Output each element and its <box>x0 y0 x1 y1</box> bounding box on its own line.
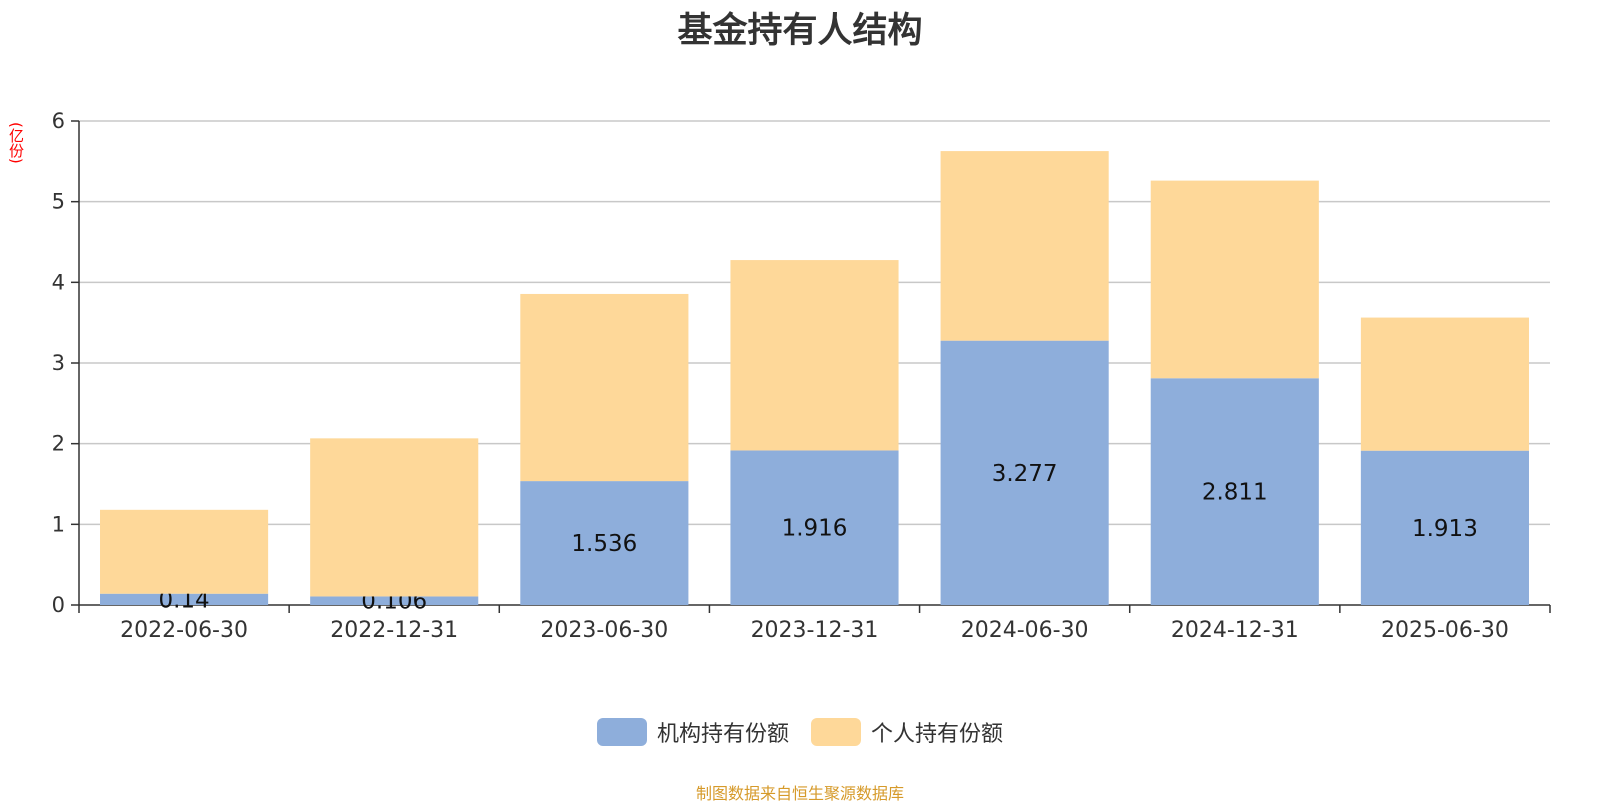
bar-value-label: 1.913 <box>1412 516 1478 542</box>
x-tick-label: 2022-06-30 <box>120 618 248 643</box>
legend-swatch-institutional <box>596 718 647 746</box>
y-tick-label: 3 <box>52 351 65 375</box>
y-axis-unit-label: (亿份) <box>7 122 25 164</box>
x-tick-label: 2025-06-30 <box>1381 618 1509 643</box>
legend-item-individual[interactable]: 个人持有份额 <box>811 716 1003 748</box>
legend-label-individual: 个人持有份额 <box>871 722 1004 747</box>
x-tick-label: 2022-12-31 <box>330 618 458 643</box>
bar-individual <box>1150 180 1319 379</box>
x-tick-label: 2024-12-31 <box>1171 618 1299 643</box>
bar-institutional <box>1360 450 1529 605</box>
bar-individual <box>1360 317 1529 451</box>
bar-individual <box>940 151 1109 341</box>
y-tick-label: 0 <box>52 593 65 617</box>
bar-institutional <box>100 593 269 605</box>
bar-individual <box>520 293 689 482</box>
bar-institutional <box>730 450 899 605</box>
chart-title: 基金持有人结构 <box>677 11 923 51</box>
x-tick-label: 2023-12-31 <box>751 618 879 643</box>
legend-swatch-individual <box>811 718 861 746</box>
x-tick-label: 2023-06-30 <box>540 618 668 643</box>
bar-institutional <box>310 596 479 605</box>
y-tick-label: 5 <box>52 190 65 214</box>
bar-individual <box>730 260 899 451</box>
y-tick-label: 1 <box>52 512 65 536</box>
legend-label-institutional: 机构持有份额 <box>656 722 789 747</box>
bar-value-label: 2.811 <box>1202 480 1268 506</box>
bar-value-label: 3.277 <box>992 461 1058 487</box>
bar-institutional <box>520 481 689 605</box>
y-tick-label: 6 <box>52 109 65 133</box>
bar-value-label: 1.916 <box>782 516 848 542</box>
bar-institutional <box>940 340 1109 605</box>
y-tick-label: 4 <box>52 270 65 294</box>
y-tick-label: 2 <box>52 432 65 456</box>
x-tick-label: 2024-06-30 <box>961 618 1089 643</box>
bar-individual <box>310 438 479 597</box>
data-source-note: 制图数据来自恒生聚源数据库 <box>695 784 904 803</box>
bar-value-label: 1.536 <box>571 531 637 557</box>
bar-individual <box>100 509 269 594</box>
chart-legend: 机构持有份额 个人持有份额 <box>0 716 1600 748</box>
bar-institutional <box>1150 378 1319 605</box>
legend-item-institutional[interactable]: 机构持有份额 <box>596 716 789 748</box>
